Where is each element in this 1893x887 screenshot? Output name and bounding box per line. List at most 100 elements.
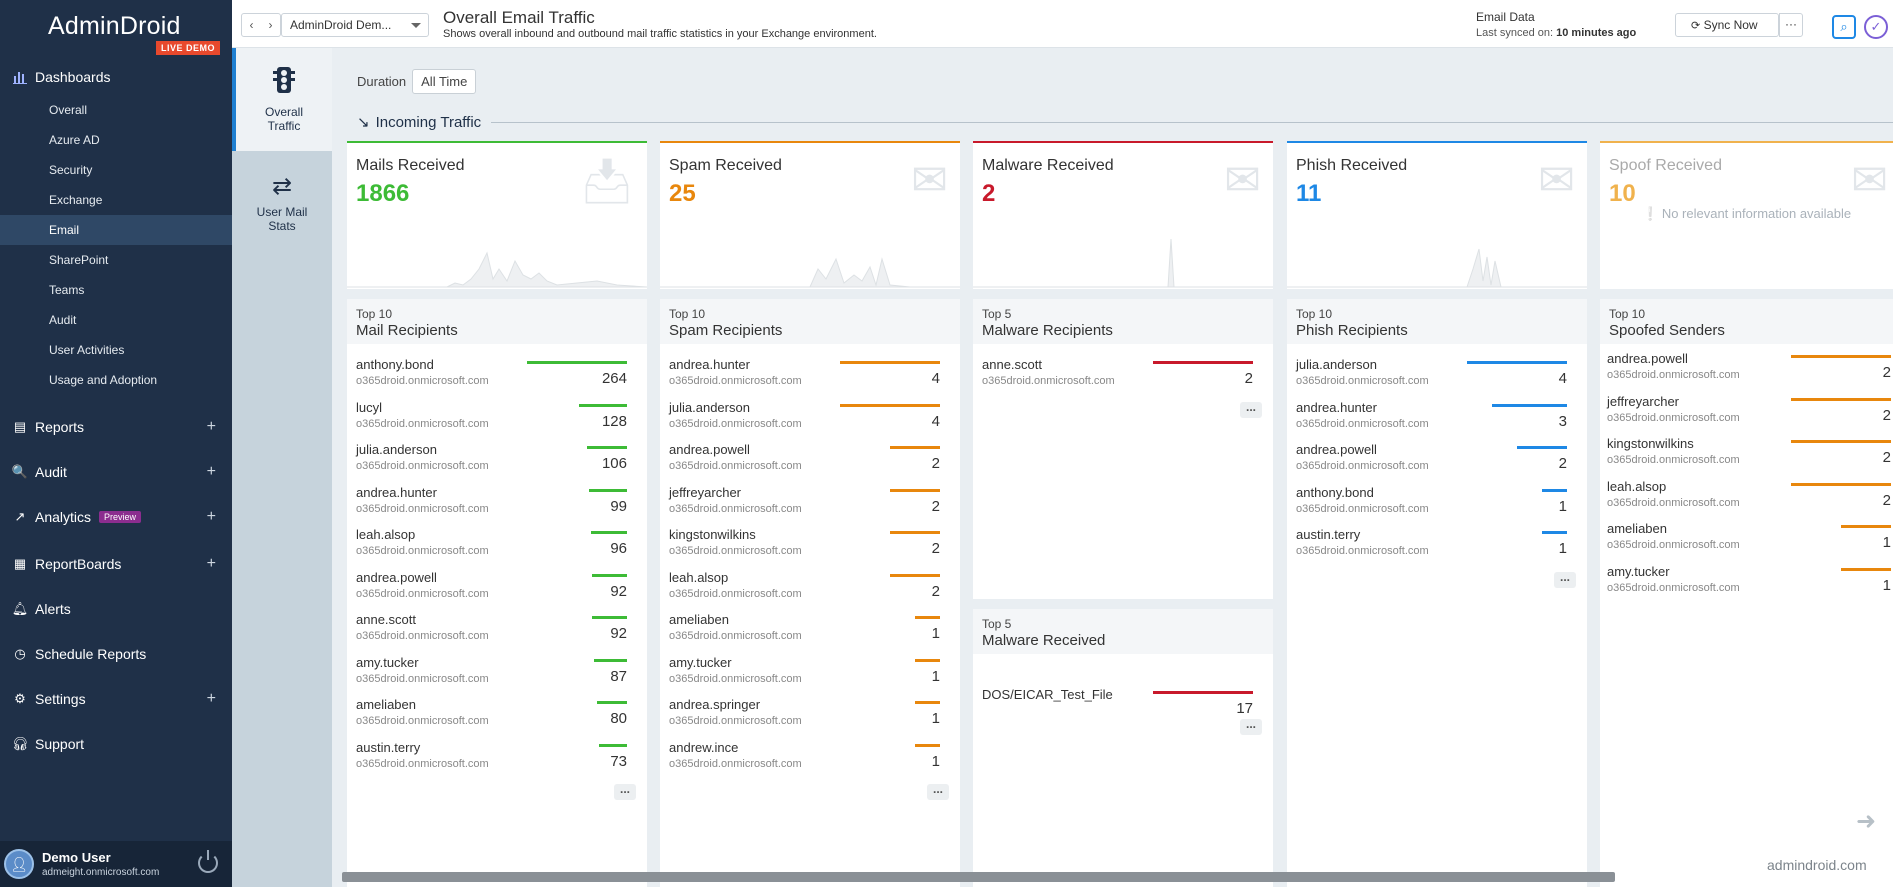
list-item[interactable]: andrew.ince o365droid.onmicrosoft.com 1	[669, 740, 951, 782]
item-name[interactable]: kingstonwilkins	[1607, 436, 1694, 451]
sub-item-usage-adoption[interactable]: Usage and Adoption	[49, 373, 158, 387]
expand-icon[interactable]: +	[206, 555, 216, 572]
list-item[interactable]: leah.alsop o365droid.onmicrosoft.com 2	[1607, 478, 1891, 521]
duration-select[interactable]: All Time	[412, 69, 477, 94]
list-item[interactable]: ameliaben o365droid.onmicrosoft.com 1	[1607, 521, 1891, 563]
item-name[interactable]: andrew.ince	[669, 739, 739, 755]
list-item[interactable]: andrea.springer o365droid.onmicrosoft.co…	[669, 697, 951, 739]
stat-card[interactable]: Mails Received 1866 📥︎	[347, 141, 647, 289]
item-name[interactable]: ameliaben	[356, 697, 416, 712]
list-item[interactable]: anthony.bond o365droid.onmicrosoft.com 2…	[356, 357, 638, 399]
more-button[interactable]: ...	[1240, 718, 1262, 735]
avatar[interactable]: 👤︎	[4, 849, 34, 879]
sub-item-user-activities[interactable]: User Activities	[49, 343, 125, 357]
item-name[interactable]: anthony.bond	[356, 357, 434, 372]
list-item[interactable]: anne.scott o365droid.onmicrosoft.com 92	[356, 612, 638, 654]
item-name[interactable]: andrea.powell	[1607, 351, 1688, 366]
list-item[interactable]: amy.tucker o365droid.onmicrosoft.com 1	[1607, 563, 1891, 606]
stat-card[interactable]: Malware Received 2 ✉	[973, 141, 1273, 289]
nav-reportboards[interactable]: ▦ ReportBoards +	[0, 550, 232, 578]
list-item[interactable]: kingstonwilkins o365droid.onmicrosoft.co…	[1607, 436, 1891, 478]
nav-alerts[interactable]: 🔔︎ Alerts	[0, 595, 232, 623]
power-icon[interactable]	[198, 850, 218, 873]
sub-item-security[interactable]: Security	[49, 163, 93, 177]
list-item[interactable]: ameliaben o365droid.onmicrosoft.com 1	[669, 612, 951, 654]
item-name[interactable]: anne.scott	[356, 612, 416, 627]
list-item[interactable]: leah.alsop o365droid.onmicrosoft.com 2	[669, 570, 951, 612]
item-name[interactable]: andrea.powell	[669, 442, 750, 457]
item-name[interactable]: kingstonwilkins	[669, 527, 756, 542]
list-item[interactable]: andrea.powell o365droid.onmicrosoft.com …	[356, 570, 638, 612]
item-name[interactable]: andrea.springer	[669, 697, 761, 712]
list-item[interactable]: anthony.bond o365droid.onmicrosoft.com 1	[1296, 485, 1578, 527]
stat-card[interactable]: Spoof Received 10 ✉ ❕ No relevant informa…	[1600, 141, 1893, 289]
item-name[interactable]: amy.tucker	[356, 654, 419, 670]
stat-card[interactable]: Phish Received 11 ✉	[1287, 141, 1587, 289]
item-name[interactable]: DOS/EICAR_Test_File	[982, 687, 1113, 702]
list-item[interactable]: leah.alsop o365droid.onmicrosoft.com 96	[356, 527, 638, 569]
more-button[interactable]: ...	[927, 783, 949, 800]
back-icon[interactable]: ‹	[249, 18, 254, 32]
item-name[interactable]: lucyl	[356, 399, 383, 415]
nav-reports[interactable]: ▤ Reports +	[0, 413, 232, 441]
item-name[interactable]: leah.alsop	[1607, 478, 1667, 494]
list-item[interactable]: andrea.powell o365droid.onmicrosoft.com …	[1296, 442, 1578, 484]
list-item[interactable]: DOS/EICAR_Test_File 17	[982, 687, 1264, 729]
sub-item-audit[interactable]: Audit	[49, 313, 77, 327]
stat-card[interactable]: Spam Received 25 ✉	[660, 141, 960, 289]
arrow-right-icon[interactable]: ➜	[1856, 808, 1877, 835]
sync-now-button[interactable]: ⟳ Sync Now	[1675, 13, 1779, 37]
expand-icon[interactable]: +	[206, 418, 216, 435]
item-name[interactable]: andrea.hunter	[1296, 399, 1377, 415]
item-name[interactable]: jeffreyarcher	[1607, 393, 1680, 409]
item-name[interactable]: andrea.hunter	[669, 357, 750, 372]
list-item[interactable]: anne.scott o365droid.onmicrosoft.com 2	[982, 357, 1264, 399]
list-item[interactable]: andrea.hunter o365droid.onmicrosoft.com …	[669, 357, 951, 399]
list-item[interactable]: andrea.powell o365droid.onmicrosoft.com …	[669, 442, 951, 484]
nav-analytics[interactable]: ↗ Analytics Preview +	[0, 503, 232, 531]
tab-user-mail-stats[interactable]: ⇄ User Mail Stats	[232, 151, 332, 254]
tenant-selector[interactable]: AdminDroid Dem...	[281, 13, 429, 37]
sub-item-azure-ad[interactable]: Azure AD	[49, 133, 100, 147]
list-item[interactable]: kingstonwilkins o365droid.onmicrosoft.co…	[669, 527, 951, 569]
horizontal-scrollbar[interactable]	[342, 872, 1615, 882]
forward-icon[interactable]: ›	[268, 18, 273, 32]
expand-icon[interactable]: +	[206, 463, 216, 480]
item-name[interactable]: andrea.hunter	[356, 484, 437, 500]
list-item[interactable]: amy.tucker o365droid.onmicrosoft.com 1	[669, 655, 951, 697]
list-item[interactable]: julia.anderson o365droid.onmicrosoft.com…	[356, 442, 638, 484]
nav-settings[interactable]: ⚙ Settings +	[0, 685, 232, 713]
more-button[interactable]: ...	[614, 783, 636, 800]
item-name[interactable]: leah.alsop	[669, 569, 729, 585]
sub-item-sharepoint[interactable]: SharePoint	[49, 253, 109, 267]
nav-dashboards[interactable]: Dashboards	[0, 63, 232, 91]
list-item[interactable]: andrea.powell o365droid.onmicrosoft.com …	[1607, 351, 1891, 393]
list-item[interactable]: austin.terry o365droid.onmicrosoft.com 1	[1296, 527, 1578, 569]
expand-icon[interactable]: +	[206, 508, 216, 525]
expand-icon[interactable]: +	[206, 690, 216, 707]
list-item[interactable]: jeffreyarcher o365droid.onmicrosoft.com …	[1607, 393, 1891, 436]
more-button[interactable]: ...	[1554, 571, 1576, 588]
item-name[interactable]: leah.alsop	[356, 527, 416, 542]
item-name[interactable]: andrea.powell	[356, 569, 437, 585]
list-item[interactable]: lucyl o365droid.onmicrosoft.com 128	[356, 400, 638, 442]
item-name[interactable]: austin.terry	[356, 739, 421, 755]
nav-audit[interactable]: 🔍 Audit +	[0, 458, 232, 486]
item-name[interactable]: andrea.powell	[1296, 442, 1377, 457]
nav-support[interactable]: 🎧︎ Support	[0, 730, 232, 758]
item-name[interactable]: amy.tucker	[1607, 563, 1670, 579]
list-item[interactable]: jeffreyarcher o365droid.onmicrosoft.com …	[669, 485, 951, 527]
sub-item-teams[interactable]: Teams	[49, 283, 85, 297]
search-icon[interactable]: ⌕	[1832, 15, 1856, 39]
item-name[interactable]: jeffreyarcher	[669, 484, 742, 500]
nav-schedule-reports[interactable]: ◷ Schedule Reports	[0, 640, 232, 668]
item-name[interactable]: anne.scott	[982, 357, 1042, 372]
item-name[interactable]: ameliaben	[1607, 521, 1667, 536]
list-item[interactable]: julia.anderson o365droid.onmicrosoft.com…	[669, 400, 951, 442]
sub-item-overall[interactable]: Overall	[49, 103, 88, 117]
item-name[interactable]: anthony.bond	[1296, 484, 1374, 500]
tab-overall-traffic[interactable]: Overall Traffic	[232, 48, 332, 151]
list-item[interactable]: andrea.hunter o365droid.onmicrosoft.com …	[356, 485, 638, 527]
more-button[interactable]: ...	[1240, 401, 1262, 418]
list-item[interactable]: amy.tucker o365droid.onmicrosoft.com 87	[356, 655, 638, 697]
